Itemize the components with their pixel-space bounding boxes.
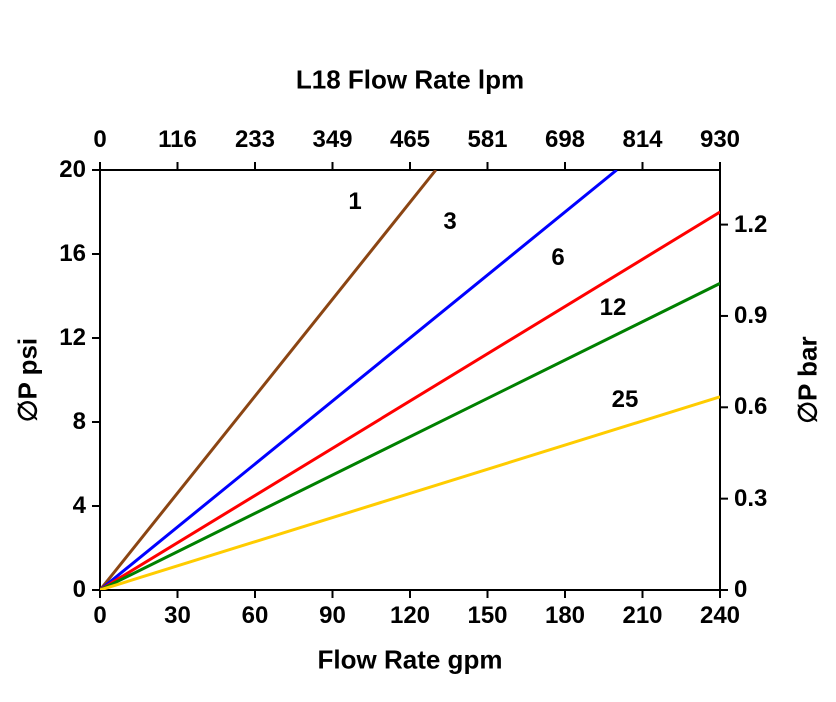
x-bottom-tick-label: 0 [93,602,106,630]
y-right-tick-label: 0 [734,576,747,604]
x-top-tick-label: 814 [622,126,662,154]
x-bottom-tick-label: 180 [545,602,585,630]
x-top-tick-label: 0 [93,126,106,154]
x-top-tick-label: 698 [545,126,585,154]
x-top-tick-label: 233 [235,126,275,154]
y-right-tick-label: 1.2 [734,211,767,239]
chart-plot [0,0,836,702]
x-bottom-tick-label: 150 [467,602,507,630]
y-right-tick-label: 0.3 [734,485,767,513]
y-left-tick-label: 16 [59,240,86,268]
title-bottom: Flow Rate gpm [318,645,503,676]
title-right: ∅P bar [793,336,824,423]
x-bottom-tick-label: 210 [622,602,662,630]
x-top-tick-label: 116 [158,126,197,154]
y-left-tick-label: 12 [59,324,86,352]
y-right-tick-label: 0.6 [734,393,767,421]
x-top-tick-label: 349 [312,126,352,154]
x-top-tick-label: 465 [390,126,430,154]
x-top-tick-label: 930 [700,126,740,154]
series-line-12 [100,283,720,590]
y-right-tick-label: 0.9 [734,302,767,330]
chart-container: 0306090120150180210240011623334946558169… [0,0,836,702]
series-label-25: 25 [612,386,639,414]
title-left: ∅P psi [13,338,44,422]
x-bottom-tick-label: 60 [242,602,269,630]
series-label-3: 3 [443,208,456,236]
y-left-tick-label: 0 [73,576,86,604]
series-line-25 [100,397,720,590]
series-line-3 [100,170,617,590]
title-top: L18 Flow Rate lpm [296,65,524,96]
x-bottom-tick-label: 240 [700,602,740,630]
x-top-tick-label: 581 [467,126,507,154]
series-label-12: 12 [600,294,627,322]
series-label-1: 1 [348,188,361,216]
series-line-1 [100,170,436,590]
series-label-6: 6 [551,244,564,272]
y-left-tick-label: 4 [73,492,86,520]
x-bottom-tick-label: 90 [319,602,346,630]
x-bottom-tick-label: 120 [390,602,430,630]
x-bottom-tick-label: 30 [164,602,191,630]
y-left-tick-label: 8 [73,408,86,436]
y-left-tick-label: 20 [59,156,86,184]
